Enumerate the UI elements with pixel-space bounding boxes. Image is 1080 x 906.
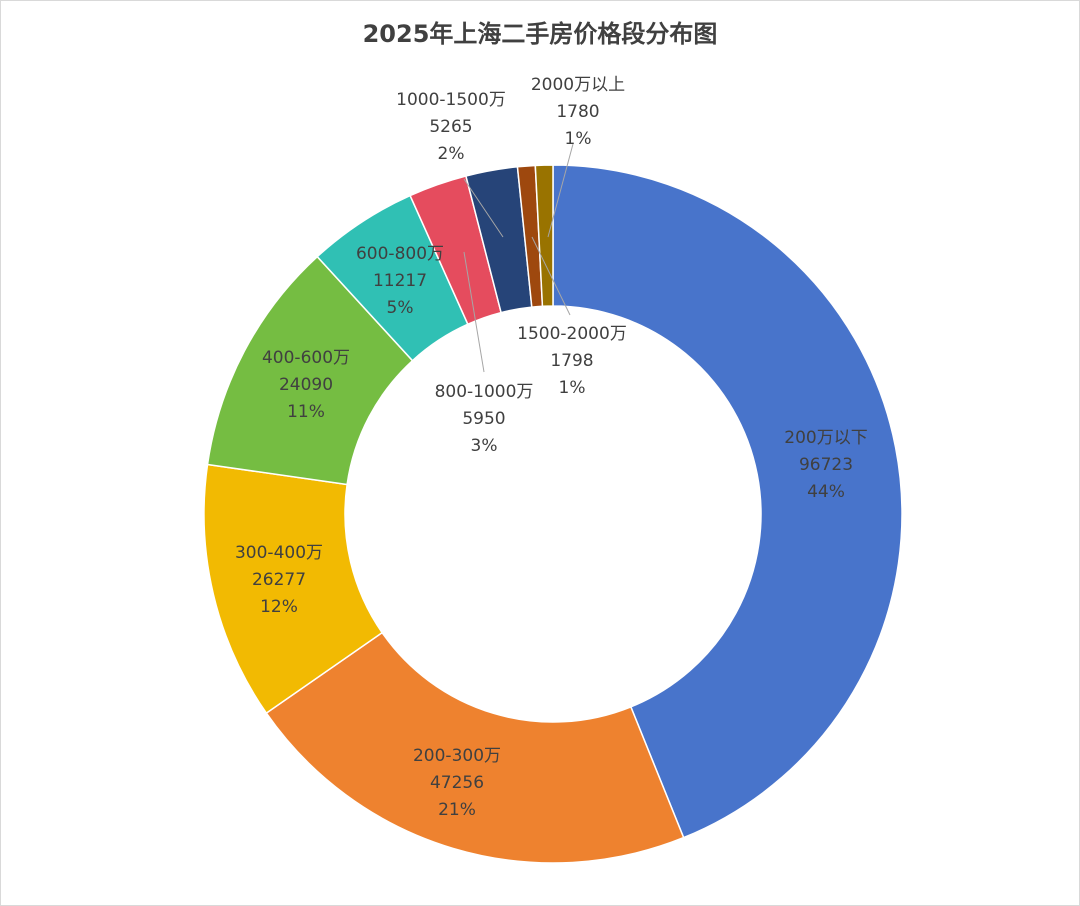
slice-200 xyxy=(552,164,903,839)
data-label-200-300: 200-300万 47256 21% xyxy=(413,746,501,820)
value-label: 47256 xyxy=(430,773,484,793)
percent-label: 3% xyxy=(471,436,498,456)
data-label-1000-1500: 1000-1500万 5265 2% xyxy=(396,90,506,164)
value-label: 1780 xyxy=(556,102,599,122)
data-label-2000: 2000万以上 1780 1% xyxy=(531,75,625,149)
percent-label: 2% xyxy=(438,144,465,164)
data-label-1500-2000: 1500-2000万 1798 1% xyxy=(517,324,627,398)
category-label: 600-800万 xyxy=(356,244,444,264)
category-label: 300-400万 xyxy=(235,543,323,563)
slice-200-300 xyxy=(265,631,685,864)
leader-line xyxy=(463,178,504,238)
value-label: 24090 xyxy=(279,375,333,395)
category-label: 800-1000万 xyxy=(435,382,534,402)
leader-line xyxy=(463,251,485,373)
percent-label: 1% xyxy=(565,129,592,149)
percent-label: 1% xyxy=(559,378,586,398)
data-label-200: 200万以下 96723 44% xyxy=(784,428,867,502)
category-label: 2000万以上 xyxy=(531,75,625,95)
data-label-400-600: 400-600万 24090 11% xyxy=(262,348,350,422)
leader-line xyxy=(531,236,571,316)
value-label: 26277 xyxy=(252,570,306,590)
chart-title: 2025年上海二手房价格段分布图 xyxy=(362,20,718,48)
leader-lines xyxy=(463,143,574,373)
data-labels: 200万以下 96723 44% 200-300万 47256 21% 300-400万 26… xyxy=(235,75,868,820)
category-label: 1000-1500万 xyxy=(396,90,506,110)
category-label: 400-600万 xyxy=(262,348,350,368)
value-label: 5265 xyxy=(429,117,472,137)
category-label: 1500-2000万 xyxy=(517,324,627,344)
data-label-600-800: 600-800万 11217 5% xyxy=(356,244,444,318)
value-label: 11217 xyxy=(373,271,427,291)
percent-label: 21% xyxy=(438,800,476,820)
percent-label: 12% xyxy=(260,597,298,617)
data-label-300-400: 300-400万 26277 12% xyxy=(235,543,323,617)
slices-layer xyxy=(203,164,903,864)
category-label: 200-300万 xyxy=(413,746,501,766)
percent-label: 5% xyxy=(387,298,414,318)
percent-label: 44% xyxy=(807,482,845,502)
leader-line xyxy=(547,143,574,238)
category-label: 200万以下 xyxy=(784,428,867,448)
percent-label: 11% xyxy=(287,402,325,422)
value-label: 1798 xyxy=(550,351,593,371)
value-label: 96723 xyxy=(799,455,853,475)
value-label: 5950 xyxy=(462,409,505,429)
data-label-800-1000: 800-1000万 5950 3% xyxy=(435,382,534,456)
